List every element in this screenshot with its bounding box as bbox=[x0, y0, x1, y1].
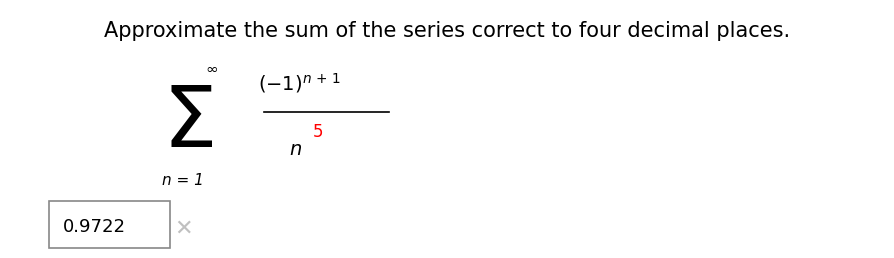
Text: Approximate the sum of the series correct to four decimal places.: Approximate the sum of the series correc… bbox=[104, 21, 790, 41]
Text: $n$: $n$ bbox=[289, 140, 301, 159]
Text: ✕: ✕ bbox=[174, 218, 192, 238]
Text: n = 1: n = 1 bbox=[163, 173, 204, 188]
Text: $\Sigma$: $\Sigma$ bbox=[162, 82, 214, 165]
FancyBboxPatch shape bbox=[49, 201, 170, 248]
Text: 5: 5 bbox=[313, 123, 324, 141]
Text: 0.9722: 0.9722 bbox=[63, 218, 125, 236]
Text: $(-1)^{n\,+\,1}$: $(-1)^{n\,+\,1}$ bbox=[257, 71, 342, 94]
Text: ∞: ∞ bbox=[206, 62, 218, 77]
